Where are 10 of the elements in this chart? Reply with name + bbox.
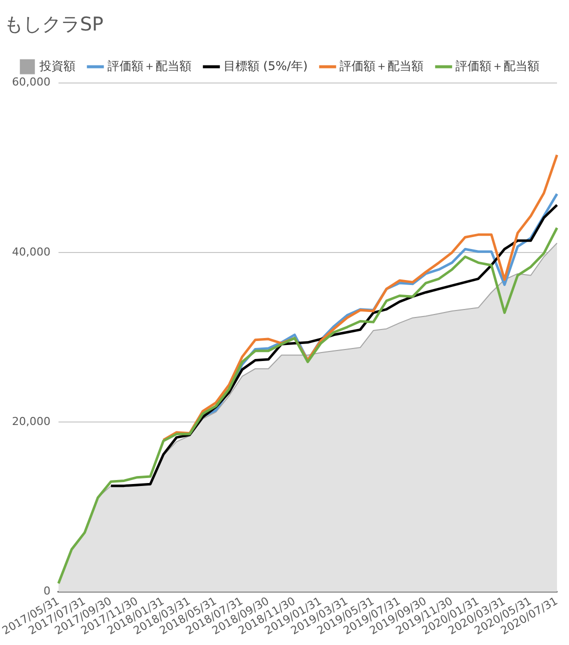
y-tick-label: 20,000 (12, 415, 50, 428)
legend-label: 投資額 (38, 58, 76, 73)
chart-title: もしクラSP (4, 13, 104, 36)
legend-label: 評価額＋配当額 (107, 58, 192, 73)
legend-label: 評価額＋配当額 (340, 58, 424, 73)
y-tick-label: 60,000 (12, 76, 50, 89)
legend-label: 評価額＋配当額 (456, 58, 540, 73)
legend-label: 目標額 (5%/年) (223, 58, 308, 73)
y-tick-label: 0 (43, 584, 50, 598)
y-tick-label: 40,000 (12, 245, 50, 258)
